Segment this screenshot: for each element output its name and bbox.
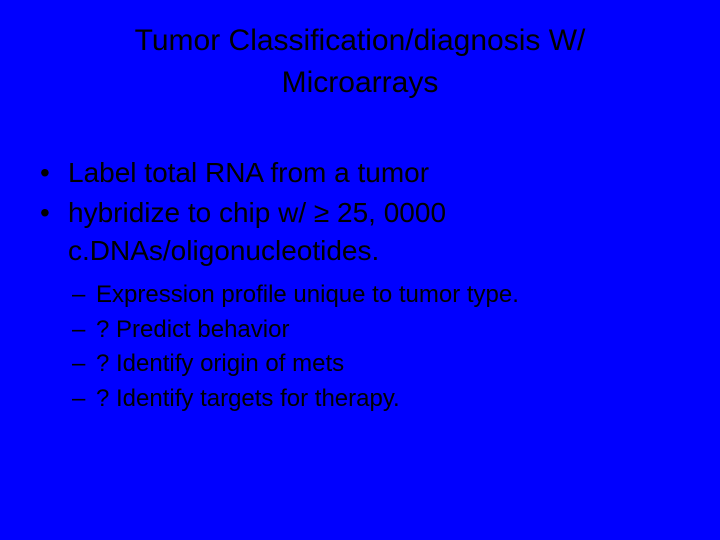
bullet-item: hybridize to chip w/ ≥ 25, 0000 c.DNAs/o… <box>36 194 690 270</box>
bullet-item: Label total RNA from a tumor <box>36 154 690 192</box>
sub-bullet-text: Expression profile unique to tumor type. <box>96 281 519 308</box>
sub-bullet-text: ? Identify targets for therapy. <box>96 385 400 412</box>
slide-title: Tumor Classification/diagnosis W/ Microa… <box>70 20 650 104</box>
bullet-text: hybridize to chip w/ ≥ 25, 0000 c.DNAs/o… <box>68 197 446 266</box>
sub-bullet-text: ? Predict behavior <box>96 316 289 343</box>
bullet-list: Label total RNA from a tumor hybridize t… <box>36 154 690 269</box>
bullet-text: Label total RNA from a tumor <box>68 157 429 188</box>
sub-bullet-item: Expression profile unique to tumor type. <box>72 279 690 311</box>
sub-bullet-item: ? Identify targets for therapy. <box>72 383 690 415</box>
sub-bullet-list: Expression profile unique to tumor type.… <box>72 279 690 415</box>
slide: Tumor Classification/diagnosis W/ Microa… <box>0 0 720 540</box>
sub-bullet-text: ? Identify origin of mets <box>96 350 344 377</box>
sub-bullet-item: ? Identify origin of mets <box>72 348 690 380</box>
sub-bullet-item: ? Predict behavior <box>72 314 690 346</box>
